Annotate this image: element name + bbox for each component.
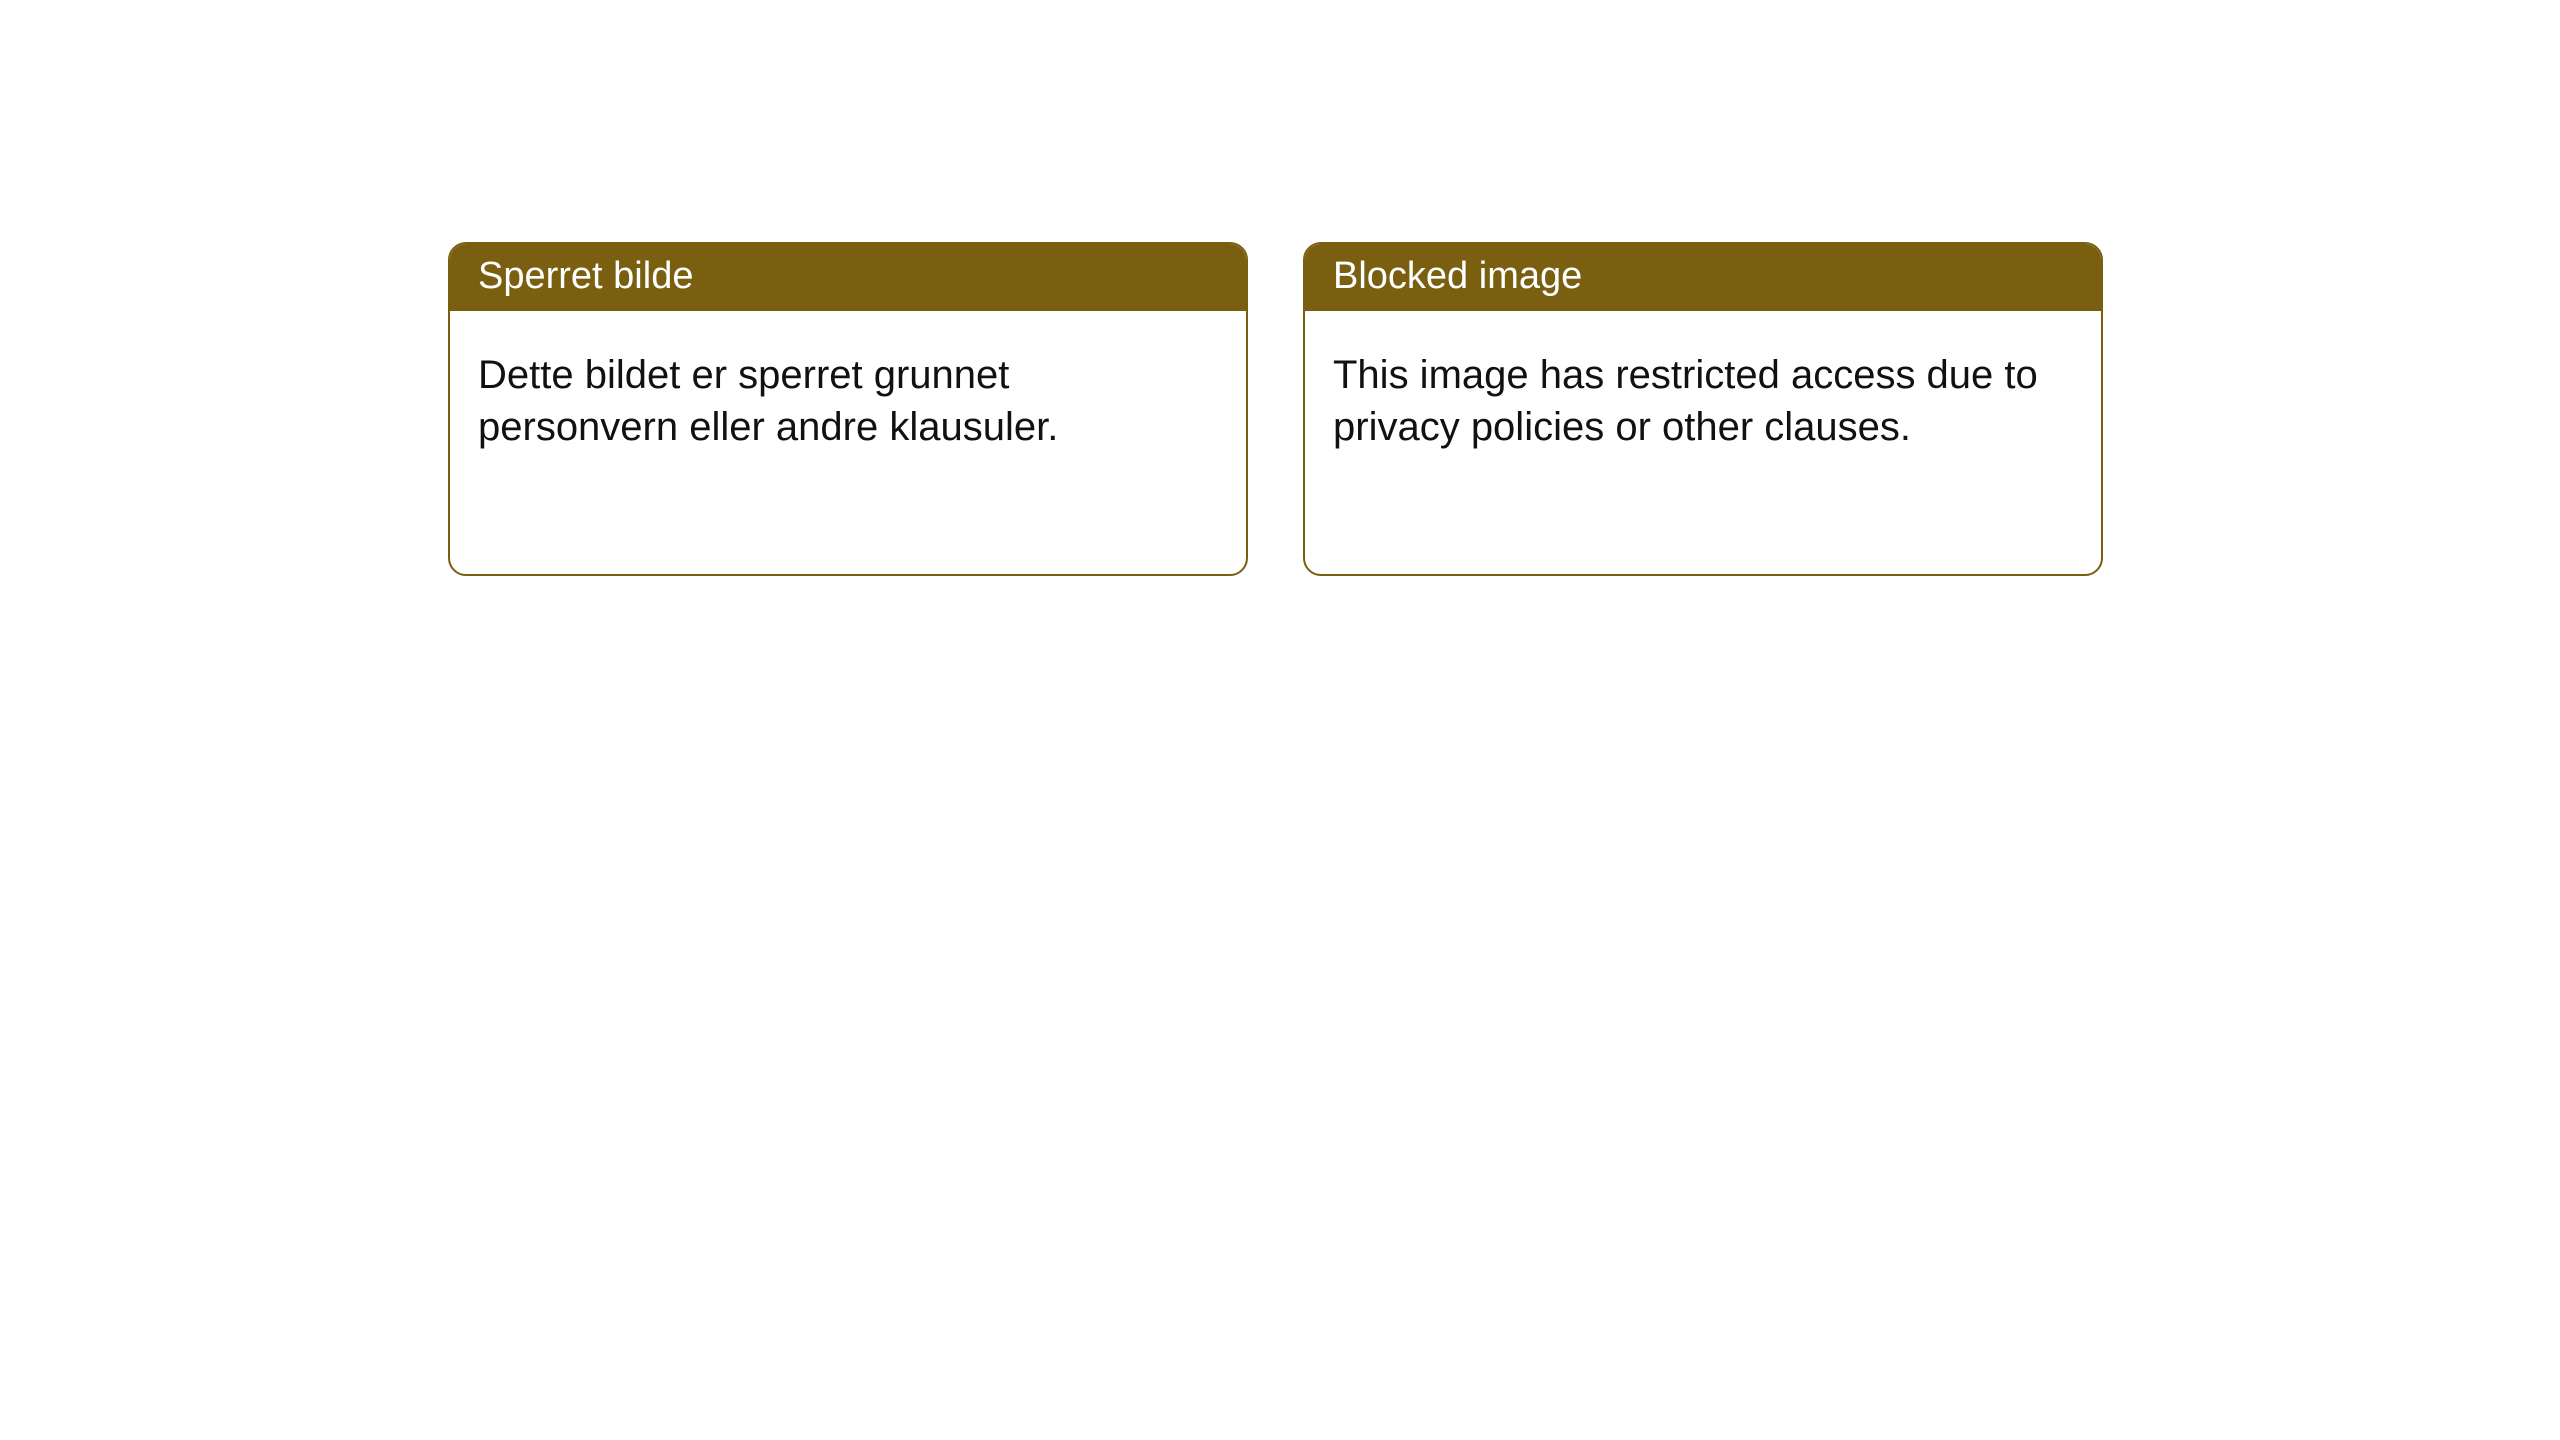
notice-header: Sperret bilde <box>450 244 1246 311</box>
notice-container: Sperret bilde Dette bildet er sperret gr… <box>0 0 2560 576</box>
notice-card-english: Blocked image This image has restricted … <box>1303 242 2103 576</box>
notice-body: Dette bildet er sperret grunnet personve… <box>450 311 1246 491</box>
notice-body: This image has restricted access due to … <box>1305 311 2101 491</box>
notice-header: Blocked image <box>1305 244 2101 311</box>
notice-card-norwegian: Sperret bilde Dette bildet er sperret gr… <box>448 242 1248 576</box>
